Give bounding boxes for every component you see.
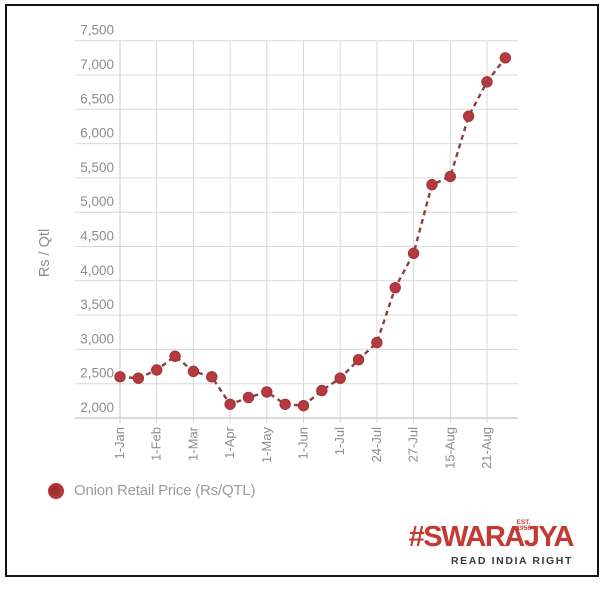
swarajya-logo-text: #SWARAJYA bbox=[408, 521, 575, 553]
x-tick-label: 1-Apr bbox=[222, 426, 237, 458]
legend-series-label: Onion Retail Price (Rs/QTL) bbox=[74, 482, 256, 499]
data-point bbox=[242, 391, 255, 404]
swarajya-branding: #SWARAJYA EST. 1956 READ INDIA RIGHT bbox=[408, 519, 575, 567]
data-point bbox=[352, 353, 365, 366]
y-tick-label: 6,500 bbox=[80, 91, 114, 106]
x-tick-label: 21-Aug bbox=[479, 427, 494, 469]
data-point bbox=[187, 365, 200, 378]
data-point bbox=[224, 398, 236, 410]
gridlines bbox=[75, 40, 518, 423]
y-tick-label: 2,500 bbox=[80, 366, 114, 381]
y-tick-label: 7,000 bbox=[80, 57, 114, 72]
y-tick-label: 7,500 bbox=[80, 23, 114, 38]
x-tick-label: 24-Jul bbox=[369, 427, 384, 463]
x-tick-label: 1-Jan bbox=[112, 427, 127, 460]
data-point bbox=[297, 399, 310, 412]
data-point bbox=[279, 398, 291, 410]
data-point bbox=[444, 170, 456, 183]
data-point bbox=[407, 247, 420, 260]
data-point bbox=[206, 371, 218, 383]
data-point bbox=[261, 386, 273, 398]
data-points bbox=[114, 52, 512, 412]
y-tick-label: 4,000 bbox=[80, 263, 114, 278]
data-point bbox=[316, 384, 328, 397]
series-line bbox=[119, 57, 507, 407]
data-point bbox=[426, 179, 438, 191]
y-tick-label: 4,500 bbox=[80, 229, 114, 244]
y-tick-label: 2,000 bbox=[80, 400, 114, 415]
data-point bbox=[169, 350, 181, 362]
x-tick-label: 15-Aug bbox=[442, 427, 457, 469]
x-tick-label: 1-May bbox=[259, 427, 274, 464]
x-tick-label: 1-Feb bbox=[149, 427, 164, 461]
data-point bbox=[371, 336, 383, 349]
x-tick-label: 27-Jul bbox=[406, 427, 421, 463]
data-point bbox=[114, 371, 126, 383]
y-axis-title: Rs / Qtl bbox=[37, 229, 53, 277]
data-point bbox=[132, 372, 145, 384]
swarajya-tagline: READ INDIA RIGHT bbox=[450, 555, 573, 567]
data-point bbox=[334, 372, 346, 384]
legend-series-marker-icon bbox=[48, 482, 64, 499]
data-point bbox=[499, 52, 512, 64]
data-point bbox=[462, 110, 475, 122]
x-tick-label: 1-Mar bbox=[185, 426, 200, 461]
data-point bbox=[389, 281, 401, 294]
data-point bbox=[481, 76, 493, 88]
y-tick-label: 3,000 bbox=[80, 331, 114, 346]
y-tick-label: 5,000 bbox=[80, 194, 114, 209]
y-tick-label: 3,500 bbox=[80, 297, 114, 312]
y-tick-label: 5,500 bbox=[80, 160, 114, 175]
swarajya-logo: #SWARAJYA EST. 1956 bbox=[408, 519, 575, 553]
legend: Onion Retail Price (Rs/QTL) bbox=[48, 482, 256, 499]
data-point bbox=[151, 364, 163, 376]
swarajya-est-text: EST. 1956 bbox=[516, 519, 531, 532]
x-tick-label: 1-Jul bbox=[332, 427, 347, 455]
y-tick-label: 6,000 bbox=[80, 126, 114, 141]
x-tick-label: 1-Jun bbox=[296, 427, 311, 460]
